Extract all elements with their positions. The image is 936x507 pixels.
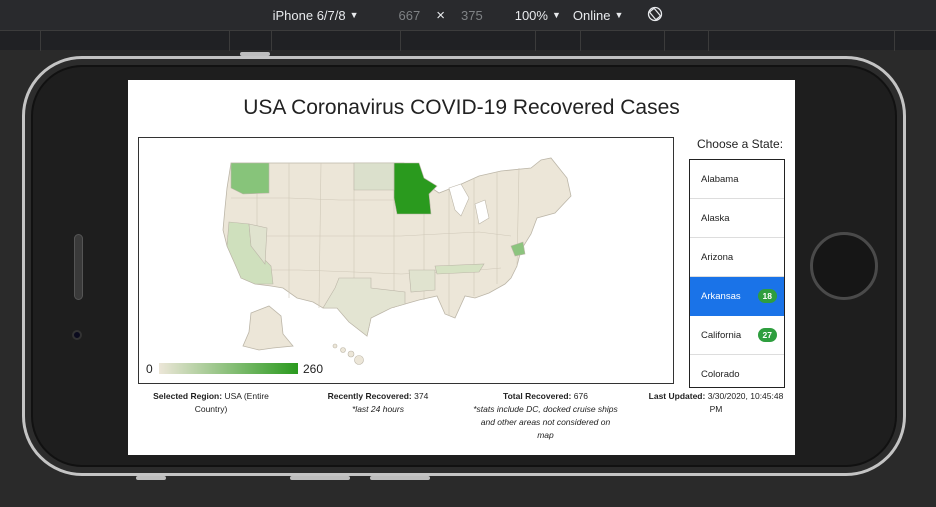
recent-label: Recently Recovered: bbox=[327, 391, 412, 401]
map-state-minnesota bbox=[393, 162, 438, 215]
state-picker-label: Choose a State: bbox=[696, 137, 784, 151]
total-value: 676 bbox=[573, 391, 588, 401]
recently-recovered: Recently Recovered: 374 *last 24 hours bbox=[313, 390, 443, 416]
region-value: USA (Entire Country) bbox=[194, 391, 269, 414]
chevron-down-icon: ▼ bbox=[349, 10, 359, 20]
chevron-down-icon: ▼ bbox=[614, 10, 624, 20]
state-item-california[interactable]: California 27 bbox=[690, 316, 784, 355]
device-label: iPhone 6/7/8 bbox=[272, 7, 346, 23]
map-state-nevada bbox=[248, 223, 268, 265]
times-icon: × bbox=[436, 6, 446, 24]
state-name: Arkansas bbox=[701, 290, 741, 302]
phone-side-button bbox=[290, 476, 350, 480]
count-badge: 18 bbox=[757, 289, 777, 303]
map-state-tennessee bbox=[434, 263, 485, 275]
count-badge: 27 bbox=[757, 328, 777, 342]
map-great-lakes bbox=[448, 183, 490, 225]
app-screen: USA Coronavirus COVID-19 Recovered Cases bbox=[128, 80, 795, 455]
state-name: Colorado bbox=[701, 368, 740, 380]
map-state-maryland bbox=[510, 241, 526, 257]
state-item-alabama[interactable]: Alabama bbox=[690, 160, 784, 199]
home-button[interactable] bbox=[810, 232, 878, 300]
map-state-north-dakota bbox=[353, 162, 395, 191]
map-state-hawaii bbox=[332, 343, 364, 365]
page-title: USA Coronavirus COVID-19 Recovered Cases bbox=[243, 96, 680, 119]
last-updated: Last Updated: 3/30/2020, 10:45:48 PM bbox=[646, 390, 786, 416]
device-select[interactable]: iPhone 6/7/8 ▼ bbox=[273, 8, 359, 23]
usa-map[interactable]: 0 260 bbox=[138, 137, 674, 384]
chevron-down-icon: ▼ bbox=[551, 10, 561, 20]
devtools-ruler bbox=[0, 30, 936, 51]
network-label: Online bbox=[572, 7, 611, 23]
height-input[interactable]: 375 bbox=[461, 7, 483, 23]
phone-volume-button bbox=[240, 52, 270, 56]
state-name: Alabama bbox=[701, 173, 739, 185]
state-name: Arizona bbox=[701, 251, 734, 263]
devtools-toolbar: iPhone 6/7/8 ▼ 667 × 375 100% ▼ Online ▼ bbox=[0, 0, 936, 30]
phone-speaker bbox=[74, 234, 83, 300]
phone-camera bbox=[72, 330, 82, 340]
total-label: Total Recovered: bbox=[503, 391, 572, 401]
state-name: California bbox=[701, 329, 742, 341]
updated-label: Last Updated: bbox=[648, 391, 706, 401]
total-recovered: Total Recovered: 676 *stats include DC, … bbox=[473, 390, 618, 442]
total-note: *stats include DC, docked cruise ships a… bbox=[473, 404, 618, 440]
state-list[interactable]: Alabama Alaska Arizona Arkansas 18 Calif… bbox=[689, 159, 785, 388]
map-state-arkansas bbox=[408, 269, 436, 293]
width-input[interactable]: 667 bbox=[398, 7, 421, 23]
usa-map-svg bbox=[222, 157, 572, 365]
state-item-arizona[interactable]: Arizona bbox=[690, 238, 784, 277]
state-name: Alaska bbox=[701, 212, 730, 224]
map-state-alaska bbox=[242, 305, 294, 351]
phone-side-button bbox=[370, 476, 430, 480]
selected-region: Selected Region: USA (Entire Country) bbox=[146, 390, 276, 416]
state-item-arkansas[interactable]: Arkansas 18 bbox=[690, 277, 784, 316]
state-item-alaska[interactable]: Alaska bbox=[690, 199, 784, 238]
legend-max: 260 bbox=[303, 362, 324, 376]
map-state-washington bbox=[230, 162, 270, 195]
map-state-texas bbox=[322, 277, 406, 337]
zoom-select[interactable]: 100% ▼ bbox=[515, 8, 561, 23]
region-label: Selected Region: bbox=[153, 391, 223, 401]
recent-value: 374 bbox=[414, 391, 429, 401]
legend-min: 0 bbox=[146, 362, 153, 376]
state-item-colorado[interactable]: Colorado bbox=[690, 355, 784, 387]
rotate-icon[interactable] bbox=[647, 6, 663, 25]
recent-note: *last 24 hours bbox=[352, 404, 404, 414]
legend-gradient bbox=[159, 363, 298, 374]
updated-value: 3/30/2020, 10:45:48 PM bbox=[707, 391, 784, 414]
network-select[interactable]: Online ▼ bbox=[573, 8, 624, 23]
zoom-label: 100% bbox=[514, 7, 548, 23]
phone-side-button bbox=[136, 476, 166, 480]
